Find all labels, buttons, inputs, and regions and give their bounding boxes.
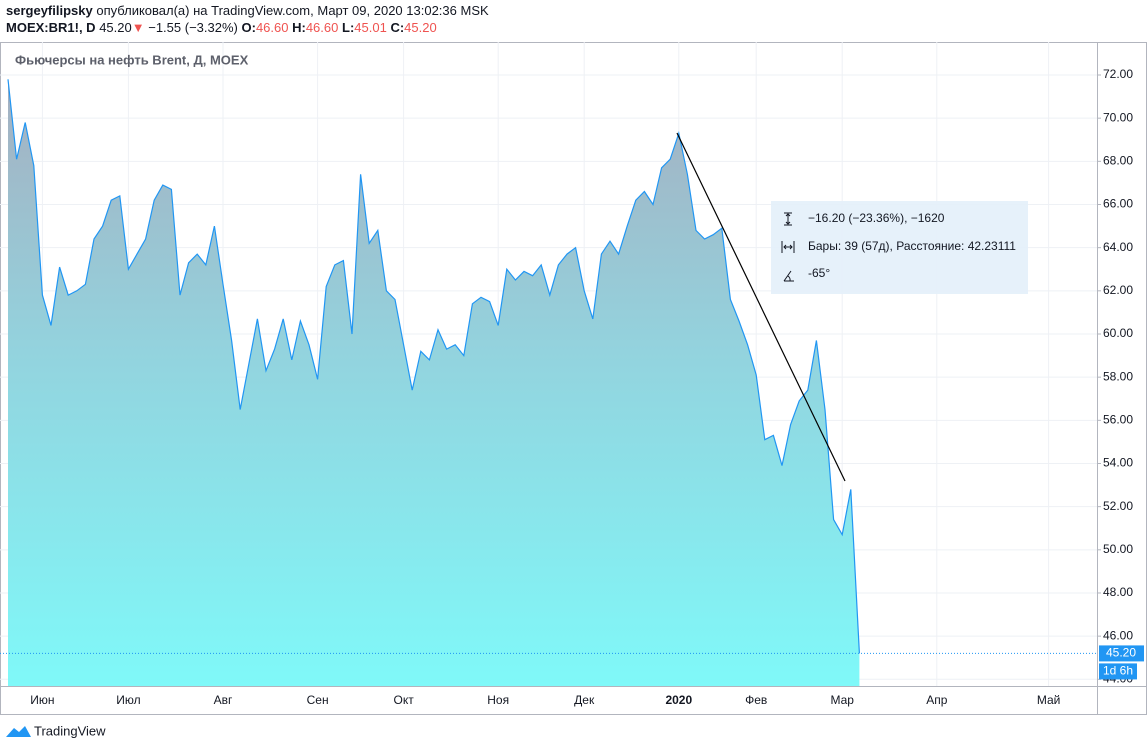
x-tick-label: Июн: [30, 693, 54, 707]
o-label: O:: [241, 20, 255, 35]
y-tick-label: 64.00: [1103, 240, 1133, 254]
series-layer: [7, 79, 860, 686]
measure-angle: -65°: [808, 266, 830, 280]
y-tick-label: 62.00: [1103, 283, 1133, 297]
y-tick-label: 56.00: [1103, 412, 1133, 426]
arrow: ▼: [132, 20, 145, 35]
x-tick-label: Ноя: [487, 693, 509, 707]
last: 45.20: [99, 20, 132, 35]
price-tag-label: 45.20: [1106, 646, 1136, 660]
published: опубликовал(а) на TradingView.com, Март …: [96, 3, 489, 18]
x-tick-label: Фев: [745, 693, 767, 707]
author: sergeyfilipsky: [6, 3, 93, 18]
y-tick-label: 60.00: [1103, 326, 1133, 340]
h-label: H:: [292, 20, 306, 35]
measure-box: [771, 201, 1028, 294]
measure-bars: Бары: 39 (57д), Расстояние: 42.23111: [808, 239, 1016, 253]
open: 46.60: [256, 20, 289, 35]
header-line-2: MOEX:BR1!, D 45.20▼ −1.55 (−3.32%) O:46.…: [6, 20, 437, 35]
y-tick-label: 54.00: [1103, 456, 1133, 470]
symbol: MOEX:BR1!, D: [6, 20, 96, 35]
x-tick-label: 2020: [665, 693, 692, 707]
measure-icons: [781, 212, 795, 282]
x-tick-label: Дек: [574, 693, 595, 707]
y-tick-label: 50.00: [1103, 542, 1133, 556]
y-tick-label: 72.00: [1103, 67, 1133, 81]
x-tick-label: Сен: [307, 693, 329, 707]
y-tick-label: 46.00: [1103, 628, 1133, 642]
header-line-1: sergeyfilipsky опубликовал(а) на Trading…: [6, 3, 489, 18]
close: 45.20: [404, 20, 437, 35]
x-tick-label: Июл: [116, 693, 140, 707]
price-tag: [1099, 645, 1144, 662]
y-tick-label: 66.00: [1103, 197, 1133, 211]
y-tick-label: 58.00: [1103, 369, 1133, 383]
x-tick-label: Авг: [214, 693, 233, 707]
brand: TradingView: [6, 723, 106, 738]
c-label: C:: [390, 20, 404, 35]
y-tick-label: 52.00: [1103, 499, 1133, 513]
trend-line: [676, 132, 846, 482]
countdown-tag: [1099, 663, 1137, 680]
brand-name: TradingView: [34, 723, 106, 738]
chart-title: Фьючерсы на нефть Brent, Д, MOEX: [15, 52, 249, 67]
x-tick-label: Апр: [926, 693, 948, 707]
x-tick-label: Мар: [830, 693, 854, 707]
x-tick-label: Май: [1037, 693, 1061, 707]
area-fill: [8, 79, 860, 686]
x-tick-label: Окт: [393, 693, 414, 707]
change: −1.55 (−3.32%): [148, 20, 238, 35]
l-label: L:: [342, 20, 354, 35]
low: 45.01: [354, 20, 387, 35]
y-tick-label: 68.00: [1103, 154, 1133, 168]
brand-logo: [6, 726, 31, 737]
high: 46.60: [306, 20, 339, 35]
measure-change: −16.20 (−23.36%), −1620: [808, 211, 945, 225]
countdown-label: 1d 6h: [1103, 664, 1133, 678]
y-tick-label: 48.00: [1103, 585, 1133, 599]
area-line: [7, 79, 860, 654]
y-tick-label: 70.00: [1103, 110, 1133, 124]
